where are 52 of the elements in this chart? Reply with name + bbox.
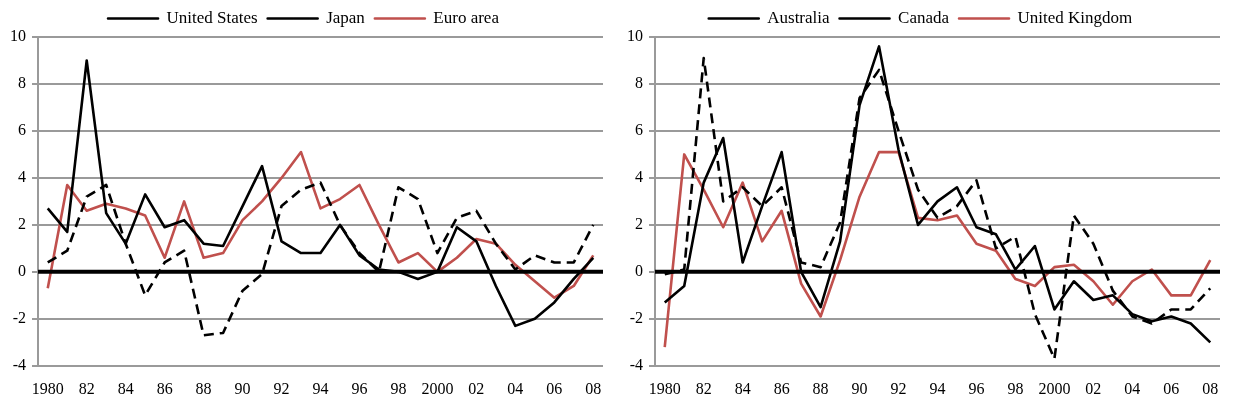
x-tick-label: 90 (234, 379, 251, 397)
y-tick-label: 10 (627, 27, 643, 45)
x-tick-label: 94 (929, 379, 946, 397)
legend-label: Japan (326, 7, 366, 27)
x-tick-label: 88 (812, 379, 829, 397)
y-tick-label: 10 (10, 27, 26, 45)
y-tick-label: 0 (18, 262, 26, 280)
x-tick-label: 08 (585, 379, 602, 397)
x-tick-label: 04 (507, 379, 524, 397)
x-tick-label: 96 (351, 379, 368, 397)
x-tick-label: 92 (273, 379, 290, 397)
x-tick-label: 92 (890, 379, 907, 397)
x-tick-label: 90 (851, 379, 868, 397)
x-tick-label: 94 (312, 379, 329, 397)
legend-label: Euro area (433, 7, 500, 27)
x-tick-label: 02 (1085, 379, 1102, 397)
y-tick-label: 6 (18, 121, 26, 139)
legend-label: Canada (898, 7, 950, 27)
y-tick-label: 4 (635, 168, 643, 186)
x-tick-label: 06 (546, 379, 563, 397)
y-tick-label: -4 (629, 356, 643, 373)
legend-label: United Kingdom (1017, 7, 1133, 27)
x-tick-label: 84 (734, 379, 751, 397)
y-tick-label: 4 (18, 168, 26, 186)
y-tick-label: -2 (629, 309, 643, 327)
y-tick-label: -2 (12, 309, 26, 327)
x-tick-label: 98 (390, 379, 407, 397)
x-tick-label: 02 (468, 379, 485, 397)
y-tick-label: 8 (18, 74, 26, 92)
x-tick-label: 88 (195, 379, 212, 397)
x-tick-label: 86 (773, 379, 790, 397)
legend-label: United States (166, 7, 258, 27)
x-tick-label: 2000 (1038, 379, 1071, 397)
x-tick-label: 84 (117, 379, 134, 397)
x-tick-label: 06 (1163, 379, 1180, 397)
x-tick-label: 2000 (421, 379, 454, 397)
y-tick-label: -4 (12, 356, 26, 373)
y-tick-label: 8 (635, 74, 643, 92)
x-tick-label: 86 (156, 379, 173, 397)
x-tick-label: 1980 (31, 379, 64, 397)
y-tick-label: 0 (635, 262, 643, 280)
y-tick-label: 2 (635, 215, 643, 233)
x-tick-label: 08 (1202, 379, 1219, 397)
x-tick-label: 82 (78, 379, 95, 397)
x-tick-label: 04 (1124, 379, 1141, 397)
x-tick-label: 82 (695, 379, 712, 397)
x-tick-label: 96 (968, 379, 985, 397)
y-tick-label: 6 (635, 121, 643, 139)
x-tick-label: 98 (1007, 379, 1024, 397)
x-tick-label: 1980 (648, 379, 681, 397)
y-tick-label: 2 (18, 215, 26, 233)
legend-label: Australia (767, 7, 830, 27)
